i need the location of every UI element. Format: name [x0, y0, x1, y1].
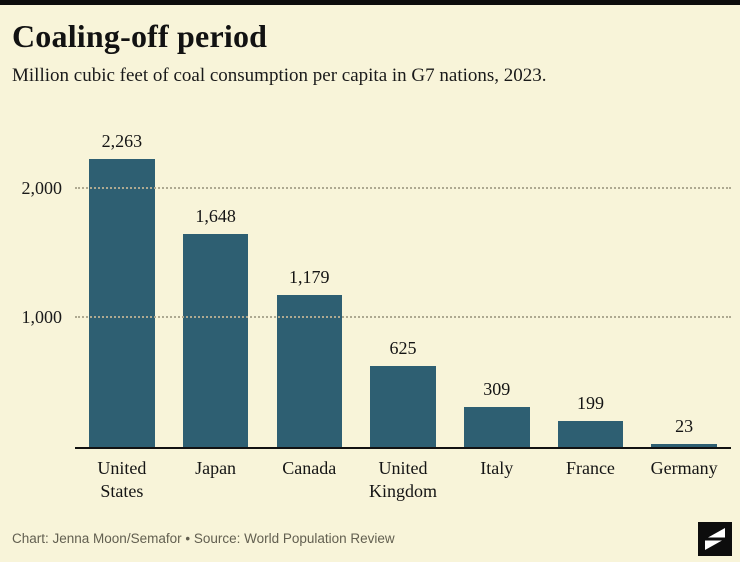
page-subtitle: Million cubic feet of coal consumption p… — [12, 65, 547, 86]
bar-value-label: 625 — [389, 338, 417, 359]
bar-column: 309 — [450, 131, 544, 447]
page-title: Coaling-off period — [12, 18, 268, 54]
bar — [89, 159, 155, 447]
plot-area: 2,263 1,648 1,179 625 309 199 23 2,000 1,000 — [22, 131, 731, 449]
bar — [370, 366, 436, 447]
footer-credit: Chart: Jenna Moon/Semafor • Source: Worl… — [12, 530, 395, 546]
bar-value-label: 23 — [675, 416, 694, 437]
semafor-logo-glyph — [705, 528, 725, 550]
bar-column: 199 — [544, 131, 638, 447]
x-axis-label: United States — [97, 458, 147, 501]
bar-value-label: 2,263 — [101, 131, 143, 151]
bar-column: 1,648 — [169, 131, 263, 447]
x-axis-line — [75, 447, 731, 449]
x-axis-labels: United States Japan Canada United Kingdom It… — [75, 447, 731, 502]
bar — [463, 407, 530, 447]
bar-value-label: 1,648 — [195, 206, 236, 227]
bar — [651, 444, 717, 447]
bar-column: 23 — [637, 131, 731, 447]
x-axis-label: United Kingdom — [369, 458, 438, 501]
x-axis-label: Japan — [195, 458, 237, 478]
x-axis-label: Italy — [480, 458, 514, 478]
x-axis-label: Canada — [282, 458, 337, 478]
y-tick-label: 1,000 — [21, 307, 63, 328]
x-axis-label: France — [565, 458, 615, 478]
bar-value-label: 1,179 — [289, 266, 330, 287]
semafor-logo — [698, 522, 732, 556]
bar — [276, 294, 343, 447]
footer: Chart: Jenna Moon/Semafor • Source: Worl… — [0, 514, 740, 562]
gridline — [75, 187, 731, 190]
y-tick-label: 2,000 — [21, 178, 63, 199]
bars-container: 2,263 1,648 1,179 625 309 199 23 — [75, 131, 731, 447]
bar-value-label: 199 — [576, 393, 604, 414]
top-accent-bar — [0, 0, 740, 5]
gridline — [75, 316, 731, 319]
bar-column: 2,263 — [75, 131, 169, 447]
bar-chart: 2,263 1,648 1,179 625 309 199 23 2,000 1,000 Un… — [22, 131, 731, 502]
bar-column: 1,179 — [262, 131, 356, 447]
bar-column: 625 — [356, 131, 450, 447]
bar — [182, 234, 249, 447]
bar — [557, 421, 624, 447]
x-axis-label: Germany — [650, 458, 718, 478]
bar-value-label: 309 — [483, 379, 511, 400]
